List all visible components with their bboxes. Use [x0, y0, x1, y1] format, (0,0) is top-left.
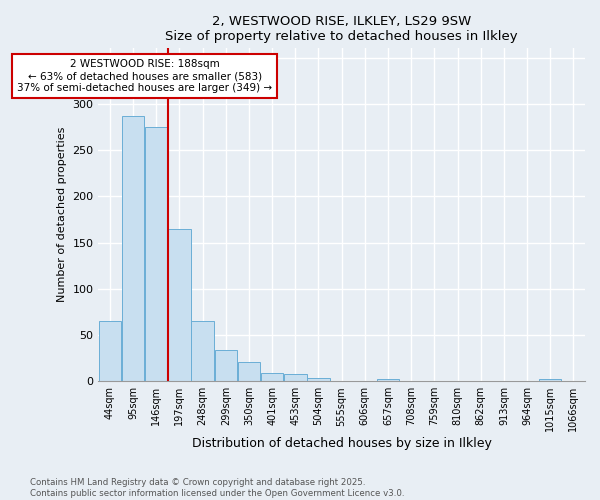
Bar	[122, 116, 144, 381]
Bar	[377, 380, 399, 381]
Bar	[145, 127, 167, 381]
Bar	[215, 350, 237, 381]
X-axis label: Distribution of detached houses by size in Ilkley: Distribution of detached houses by size …	[192, 437, 491, 450]
Bar	[238, 362, 260, 381]
Bar	[168, 228, 191, 381]
Text: Contains HM Land Registry data © Crown copyright and database right 2025.
Contai: Contains HM Land Registry data © Crown c…	[30, 478, 404, 498]
Title: 2, WESTWOOD RISE, ILKLEY, LS29 9SW
Size of property relative to detached houses : 2, WESTWOOD RISE, ILKLEY, LS29 9SW Size …	[166, 15, 518, 43]
Bar	[261, 373, 283, 381]
Bar	[539, 380, 562, 381]
Bar	[284, 374, 307, 381]
Bar	[191, 321, 214, 381]
Text: 2 WESTWOOD RISE: 188sqm
← 63% of detached houses are smaller (583)
37% of semi-d: 2 WESTWOOD RISE: 188sqm ← 63% of detache…	[17, 60, 272, 92]
Bar	[98, 321, 121, 381]
Bar	[307, 378, 330, 381]
Y-axis label: Number of detached properties: Number of detached properties	[57, 127, 67, 302]
